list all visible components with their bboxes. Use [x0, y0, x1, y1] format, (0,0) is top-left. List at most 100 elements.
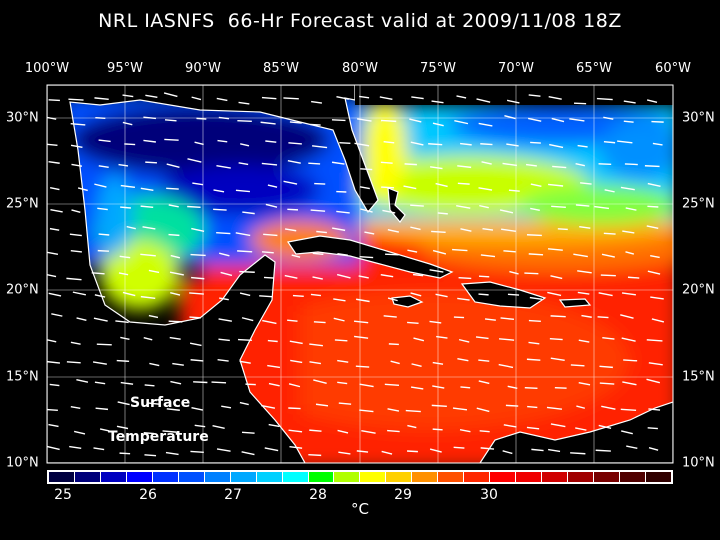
- colorbar-swatch: [204, 472, 230, 482]
- wind-arrow: [361, 430, 376, 434]
- wind-arrow: [457, 358, 469, 362]
- wind-arrow: [118, 163, 129, 167]
- wind-arrow: [241, 431, 255, 434]
- wind-arrow: [261, 96, 277, 100]
- wind-arrow: [577, 291, 590, 295]
- wind-arrow: [382, 209, 396, 214]
- colorbar-swatch: [619, 472, 645, 482]
- wind-arrow: [410, 226, 421, 231]
- lon-label: 85°W: [263, 61, 299, 76]
- wind-arrow: [191, 276, 205, 280]
- lat-label: 25°N: [682, 196, 715, 212]
- wind-arrow: [218, 116, 230, 120]
- wind-arrow: [312, 252, 324, 256]
- wind-arrow: [331, 227, 346, 232]
- colorbar-swatch: [74, 472, 100, 482]
- wind-arrow: [410, 141, 424, 146]
- wind-arrow: [650, 296, 664, 300]
- wind-arrow: [196, 117, 207, 120]
- wind-arrow: [194, 424, 206, 428]
- wind-arrow: [144, 384, 155, 387]
- wind-arrow: [47, 273, 57, 278]
- wind-arrow: [650, 254, 660, 259]
- wind-arrow: [94, 183, 107, 188]
- wind-arrow: [458, 338, 470, 343]
- wind-arrow: [194, 141, 204, 146]
- wind-arrow: [646, 339, 663, 342]
- wind-arrow: [140, 205, 154, 209]
- wind-arrow: [359, 95, 370, 99]
- wind-arrow: [431, 100, 444, 104]
- lat-label: 10°N: [682, 455, 715, 471]
- wind-arrow: [508, 189, 520, 192]
- wind-arrow: [596, 97, 613, 101]
- wind-arrow: [551, 205, 566, 208]
- hispaniola: [460, 281, 547, 309]
- wind-arrow: [238, 101, 250, 105]
- wind-arrow: [460, 142, 472, 146]
- wind-arrow: [579, 225, 591, 229]
- lon-label: 65°W: [576, 61, 612, 76]
- wind-arrow: [164, 138, 179, 141]
- wind-arrow: [265, 140, 277, 143]
- colorbar-swatch: [230, 472, 256, 482]
- wind-arrow: [526, 234, 542, 237]
- wind-arrow: [459, 429, 471, 433]
- wind-arrow: [92, 361, 107, 365]
- wind-arrow: [310, 123, 321, 126]
- wind-arrow: [503, 250, 516, 253]
- wind-arrow: [126, 225, 136, 230]
- wind-arrow: [548, 183, 564, 187]
- wind-arrow: [267, 364, 281, 369]
- wind-arrow: [359, 409, 374, 413]
- wind-arrow: [528, 94, 541, 97]
- wind-arrow: [597, 316, 609, 319]
- wind-arrow: [530, 207, 540, 211]
- wind-arrow: [169, 271, 184, 276]
- wind-arrow: [94, 294, 106, 298]
- lon-label: 75°W: [420, 61, 456, 76]
- wind-arrow: [237, 250, 253, 253]
- wind-arrow: [122, 94, 134, 98]
- wind-arrow: [478, 293, 489, 296]
- wind-arrow: [213, 189, 225, 193]
- wind-arrow: [315, 403, 329, 407]
- wind-arrow: [575, 163, 585, 167]
- wind-arrow: [429, 269, 444, 273]
- colorbar-tick-label: 27: [224, 487, 242, 503]
- wind-arrow: [213, 208, 227, 211]
- wind-arrow: [96, 343, 112, 346]
- colorbar-tick-label: 25: [54, 487, 72, 503]
- wind-arrow: [478, 380, 490, 385]
- wind-arrow: [115, 320, 129, 324]
- wind-arrow: [432, 249, 447, 255]
- wind-arrow: [124, 143, 136, 146]
- wind-arrow: [476, 98, 491, 103]
- wind-arrow: [381, 186, 395, 189]
- wind-arrow: [189, 342, 202, 347]
- wind-arrow: [143, 336, 153, 341]
- colorbar: [47, 470, 673, 484]
- wind-arrow: [478, 122, 493, 127]
- wind-arrow: [570, 364, 585, 367]
- wind-arrow: [140, 295, 156, 299]
- wind-arrow: [289, 445, 303, 449]
- wind-arrow: [308, 454, 322, 457]
- wind-arrow: [289, 340, 303, 345]
- wind-arrow: [116, 425, 129, 430]
- wind-arrow: [241, 451, 255, 456]
- colorbar-swatch: [568, 472, 594, 482]
- wind-arrow: [261, 162, 278, 166]
- wind-arrow: [99, 428, 110, 432]
- wind-arrow: [163, 92, 178, 98]
- colorbar-swatch: [282, 472, 308, 482]
- wind-arrow: [263, 276, 275, 279]
- wind-arrow: [218, 318, 233, 322]
- wind-arrow: [309, 429, 322, 432]
- wind-arrow: [360, 168, 373, 171]
- wind-arrow: [170, 292, 181, 296]
- wind-arrow: [594, 205, 610, 210]
- wind-arrow: [576, 405, 586, 409]
- wind-arrow: [503, 424, 517, 428]
- lat-label: 25°N: [6, 196, 39, 212]
